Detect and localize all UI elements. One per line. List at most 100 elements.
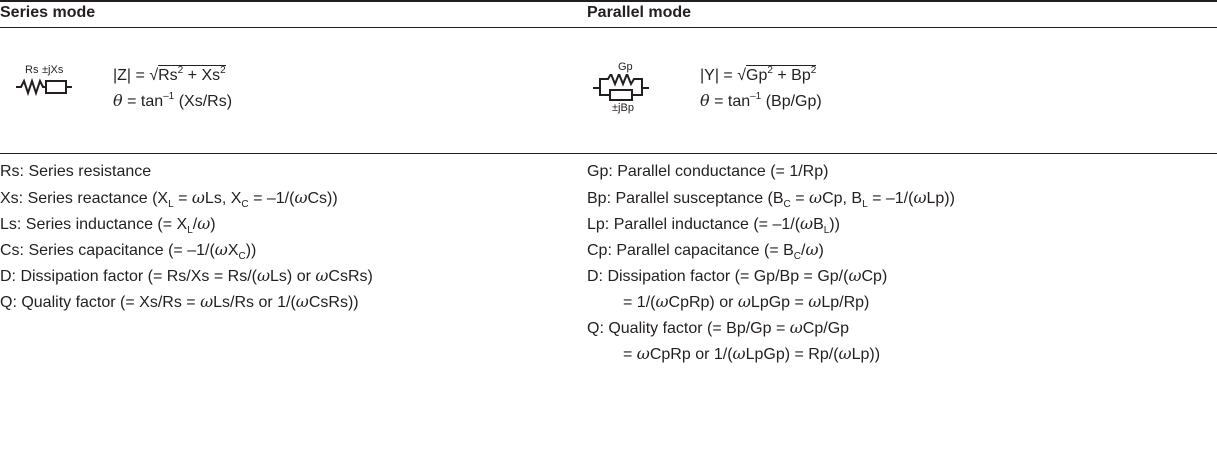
text-run: Ls, X (204, 190, 242, 207)
symbol: ω (805, 240, 818, 259)
symbol: ω (848, 266, 861, 285)
text-run: / (192, 216, 198, 233)
symbol: ω (637, 344, 650, 363)
symbol: ω (738, 292, 751, 311)
text-run: ω (191, 188, 205, 207)
text-run: Q: Quality factor (= Xs/Rs = (0, 294, 201, 311)
definition-line: Cs: Series capacitance (= –1/(ωXC)) (0, 237, 373, 263)
symbol: ω (200, 292, 213, 311)
definition-line: D: Dissipation factor (= Rs/Xs = Rs/(ωLs… (0, 263, 373, 289)
resistor-label: Rs (25, 64, 39, 76)
text-run: LpGp = (750, 294, 809, 311)
definition-line: Q: Quality factor (= Bp/Gp = ωCp/Gp (587, 315, 955, 341)
text-run: CsRs)) (308, 294, 359, 311)
text-run: C (783, 199, 791, 210)
text-run: (Xs/Rs) (174, 93, 233, 110)
text-run: Rs (158, 67, 178, 84)
text-run: Lp)) (926, 190, 955, 207)
definition-line: D: Dissipation factor (= Gp/Bp = Gp/(ωCp… (587, 263, 955, 289)
subscript: C (784, 199, 791, 210)
text-run: ω (809, 188, 823, 207)
symbol: ω (913, 188, 926, 207)
symbol: ω (655, 292, 668, 311)
definition-line: Bp: Parallel susceptance (BC = ωCp, BL =… (587, 185, 955, 211)
series-heading: Series mode (0, 4, 96, 21)
text-run: ω (848, 266, 862, 285)
text-run: ω (805, 240, 819, 259)
series-circuit (16, 78, 72, 96)
text-run: L (168, 199, 174, 210)
symbol: ω (800, 214, 813, 233)
text-run: CsRs) (328, 268, 373, 285)
text-run: )) (829, 216, 840, 233)
text-run: / (801, 242, 806, 259)
definition-line: Gp: Parallel conductance (= 1/Rp) (587, 159, 955, 185)
text-run: ω (636, 344, 650, 363)
text-run: Cp) (861, 268, 888, 285)
parallel-formula: |Y| = √Gp2 + Bp2 (700, 58, 817, 89)
text-run: ω (315, 266, 329, 285)
series-definitions: Rs: Series resistance Xs: Series reactanc… (0, 159, 373, 315)
subscript: C (794, 251, 801, 262)
symbol: ω (197, 214, 210, 233)
text-run: Cs: Series capacitance (= –1/( (0, 242, 215, 259)
parallel-circuit (593, 74, 649, 101)
definition-line: Cp: Parallel capacitance (= BC/ω) (587, 237, 955, 263)
text-run: ω (197, 214, 211, 233)
text-run: ω (295, 292, 309, 311)
reactance-label: ±jXs (42, 64, 64, 76)
text-run: C (241, 199, 249, 210)
definition-line: Xs: Series reactance (XL = ωLs, XC = –1/… (0, 185, 373, 211)
text-run: –1 (163, 91, 175, 102)
symbol: ω (315, 266, 328, 285)
text-run: Cp/Gp (802, 320, 850, 337)
superscript: 2 (220, 65, 226, 76)
subscript: L (824, 225, 830, 236)
text-run: θ (113, 91, 123, 110)
parallel-definitions: Gp: Parallel conductance (= 1/Rp) Bp: Par… (587, 159, 955, 367)
text-run: ω (838, 344, 852, 363)
series-formula: |Z| = √Rs2 + Xs2 (113, 58, 226, 89)
susceptance-label: ±jBp (612, 102, 634, 114)
subscript: C (241, 199, 248, 210)
subscript: L (168, 199, 174, 210)
text-run: Bp: Parallel susceptance (B (587, 190, 784, 207)
text-run: = 1/( (623, 294, 656, 311)
text-run: Lp/Rp) (821, 294, 870, 311)
radicand: Gp2 + Bp2 (746, 65, 817, 84)
text-run: Cs)) (307, 190, 338, 207)
subscript: L (862, 199, 868, 210)
text-run: ω (800, 214, 814, 233)
symbol: ω (809, 188, 822, 207)
text-run: ω (655, 292, 669, 311)
text-run: Xs: Series reactance (X (0, 190, 169, 207)
text-run: + Xs (183, 67, 221, 84)
section-rule (0, 153, 1217, 154)
text-run: = (790, 190, 810, 207)
symbol: ω (257, 266, 270, 285)
text-run: Lp: Parallel inductance (= –1/( (587, 216, 801, 233)
symbol: ω (296, 292, 309, 311)
text-run: CpRp or 1/( (649, 346, 733, 363)
symbol: ω (192, 188, 205, 207)
text-run: C (793, 251, 802, 262)
text-run: ω (214, 240, 228, 259)
superscript: 2 (811, 65, 817, 76)
text-run: + Bp (772, 67, 811, 84)
text-run: ) (818, 242, 824, 259)
parallel-heading: Parallel mode (587, 4, 692, 21)
definition-line: Q: Quality factor (= Xs/Rs = ωLs/Rs or 1… (0, 289, 373, 315)
text-run: 2 (767, 65, 773, 76)
text-run: (Bp/Gp) (761, 93, 822, 110)
text-run: 2 (810, 65, 817, 76)
text-run: Q: Quality factor (= Bp/Gp = (587, 320, 790, 337)
text-run: ) (210, 216, 216, 233)
radicand: Rs2 + Xs2 (158, 65, 226, 84)
header-rule (0, 27, 1217, 28)
parallel-formula: θ = tan–1 (Bp/Gp) (700, 84, 822, 115)
definition-line: Lp: Parallel inductance (= –1/(ωBL)) (587, 211, 955, 237)
text-run: θ (700, 91, 710, 110)
superscript: 2 (178, 65, 184, 76)
text-run: C (238, 251, 246, 262)
text-run: CpRp) or (668, 294, 738, 311)
